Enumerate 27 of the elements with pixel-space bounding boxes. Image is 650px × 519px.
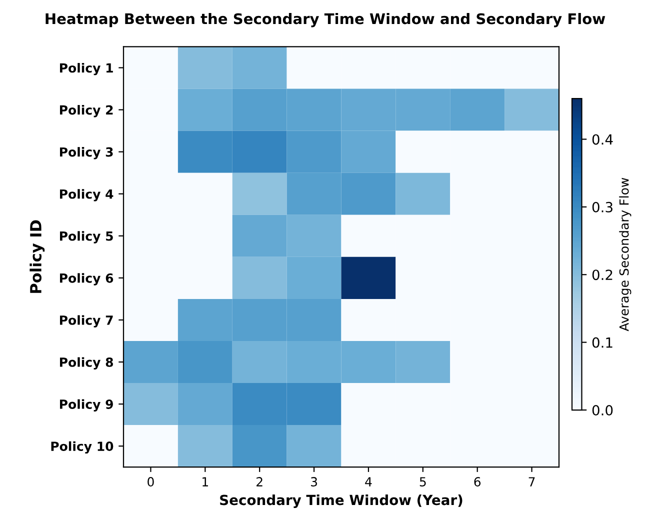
y-tick-label: Policy 2 [60,105,113,118]
y-tick-label: Policy 5 [60,231,113,244]
x-tick-label: 6 [474,477,481,486]
x-tick-label: 4 [365,477,372,486]
y-tick-label: Policy 7 [60,315,113,328]
x-tick-label: 7 [528,477,535,486]
color-bar-label: 0.0 [592,404,613,416]
y-tick-label: Policy 3 [60,147,113,160]
x-tick-label: 0 [148,477,154,486]
color-bar-title: Average Secondary Flow [619,178,632,332]
y-tick-label: Policy 9 [60,399,113,412]
y-tick-label: Policy 8 [60,357,113,370]
color-bar-label: 0.4 [592,134,613,145]
color-bar-label: 0.3 [592,202,612,212]
color-bar-label: 0.2 [592,270,612,280]
x-axis-title: Secondary Time Window (Year) [220,494,462,508]
x-tick-label: 1 [202,477,208,486]
y-tick-label: Policy 10 [51,441,114,454]
y-tick-label: Policy 4 [60,189,114,202]
chart-title: Heatmap Between the Secondary Time Window and Secondary Flow [46,12,606,28]
y-tick-label: Policy 1 [60,62,113,76]
x-tick-label: 5 [420,477,426,486]
y-tick-label: Policy 6 [60,273,114,286]
x-tick-label: 3 [311,477,318,486]
y-axis-title: Policy ID [30,220,45,293]
color-bar-label: 0.1 [592,337,612,348]
x-tick-label: 2 [256,477,262,486]
